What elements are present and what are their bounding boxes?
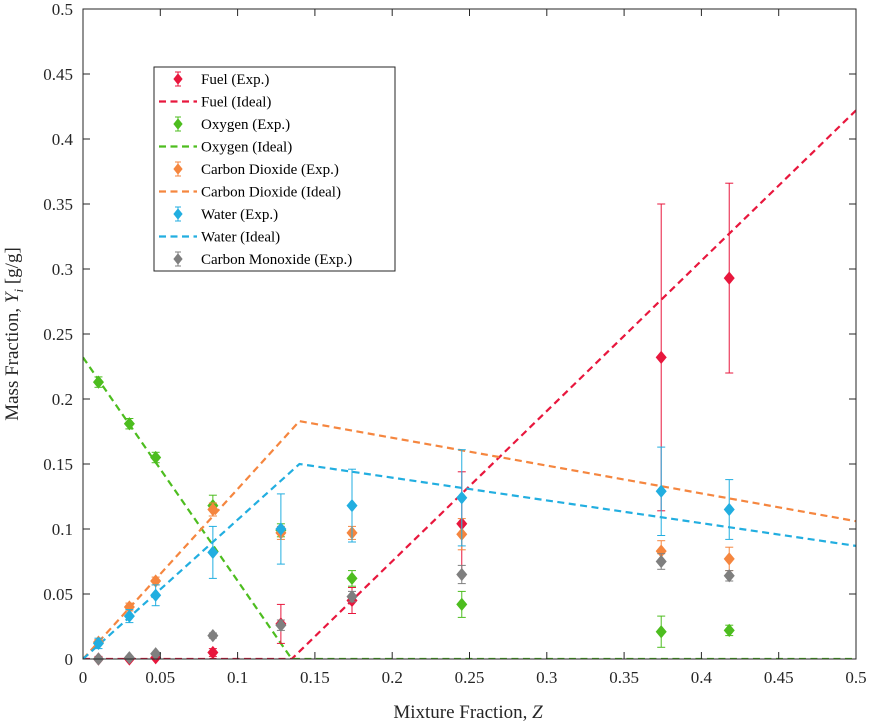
- data-point: [655, 484, 667, 498]
- data-point: [723, 502, 735, 517]
- x-tick-label: 0.5: [845, 668, 866, 687]
- legend-item: Oxygen (Ideal): [159, 140, 292, 156]
- legend-item: Water (Exp.): [173, 206, 278, 223]
- data-point: [150, 647, 162, 661]
- legend-label: Fuel (Exp.): [201, 72, 269, 88]
- series-line-5: [83, 419, 856, 659]
- data-point: [456, 567, 468, 582]
- legend-label: Water (Ideal): [201, 230, 280, 246]
- y-tick-label: 0.4: [52, 130, 74, 149]
- x-tick-label: 0.1: [227, 668, 248, 687]
- y-tick-label: 0.1: [52, 520, 73, 539]
- legend-label: Oxygen (Ideal): [201, 140, 292, 156]
- data-point: [92, 375, 104, 389]
- legend-label: Carbon Monoxide (Exp.): [201, 252, 352, 268]
- data-point: [655, 554, 667, 569]
- legend-item: Fuel (Exp.): [173, 71, 269, 88]
- x-tick-label: 0.05: [145, 668, 175, 687]
- data-point: [723, 552, 735, 566]
- legend-item: Water (Ideal): [159, 230, 280, 246]
- legend-marker: [173, 163, 183, 175]
- data-point: [207, 545, 219, 560]
- data-point: [275, 618, 287, 632]
- data-point: [150, 588, 162, 602]
- legend-label: Fuel (Ideal): [201, 95, 271, 111]
- y-tick-label: 0: [65, 650, 74, 669]
- legend-label: Water (Exp.): [201, 207, 278, 223]
- x-tick-label: 0.4: [691, 668, 713, 687]
- x-tick-label: 0.15: [300, 668, 330, 687]
- legend-item: Fuel (Ideal): [159, 95, 271, 111]
- data-point: [723, 271, 735, 285]
- data-point: [456, 597, 468, 612]
- data-point: [123, 651, 135, 665]
- legend-marker: [173, 253, 183, 265]
- y-tick-label: 0.45: [43, 65, 73, 84]
- x-tick-label: 0.25: [455, 668, 485, 687]
- y-tick-label: 0.3: [52, 260, 73, 279]
- series-group-4: [92, 502, 735, 649]
- legend-label: Carbon Dioxide (Ideal): [201, 185, 341, 201]
- data-point: [275, 522, 287, 536]
- x-tick-label: 0.45: [764, 668, 794, 687]
- x-tick-label: 0.3: [536, 668, 557, 687]
- legend: Fuel (Exp.) Fuel (Ideal) Oxygen (Exp.) Oxyg…: [153, 66, 396, 272]
- legend-item: Carbon Dioxide (Ideal): [159, 185, 341, 201]
- legend-item: Carbon Dioxide (Exp.): [173, 161, 339, 178]
- series-group-8: [92, 553, 735, 666]
- legend-marker: [173, 118, 183, 130]
- data-point: [723, 569, 735, 583]
- data-point: [207, 502, 219, 517]
- data-point: [346, 498, 358, 513]
- y-tick-label: 0.15: [43, 455, 73, 474]
- data-point: [346, 589, 358, 604]
- series-line-7: [83, 462, 856, 659]
- data-point: [456, 491, 468, 505]
- data-point: [123, 609, 135, 623]
- data-point: [655, 625, 667, 639]
- axes: 0 0.05 0.1 0.15 0.2 0.25 0.3 0.35 0.4 0.45 0.5 0 0.0…: [43, 0, 866, 687]
- x-tick-label: 0.35: [609, 668, 639, 687]
- legend-label: Oxygen (Exp.): [201, 117, 290, 133]
- data-point: [92, 636, 104, 651]
- legend-marker: [173, 73, 183, 85]
- data-point: [723, 623, 735, 638]
- legend-marker: [173, 208, 183, 220]
- y-tick-label: 0.35: [43, 195, 73, 214]
- series-group-6: [92, 446, 735, 651]
- y-axis-label: Mass Fraction, Yi [g/g]: [2, 247, 26, 421]
- series-line-3: [83, 356, 856, 659]
- plot-area: [83, 109, 856, 666]
- data-point: [150, 450, 162, 465]
- data-point: [123, 417, 135, 431]
- data-point: [655, 350, 667, 365]
- y-tick-label: 0.2: [52, 390, 73, 409]
- legend-label: Carbon Dioxide (Exp.): [201, 162, 339, 178]
- x-tick-label: 0.2: [382, 668, 403, 687]
- y-tick-label: 0.5: [52, 0, 73, 19]
- legend-item: Carbon Monoxide (Exp.): [173, 251, 352, 268]
- legend-item: Oxygen (Exp.): [173, 116, 290, 133]
- y-tick-label: 0.25: [43, 325, 73, 344]
- x-tick-label: 0: [79, 668, 88, 687]
- y-tick-label: 0.05: [43, 585, 73, 604]
- data-point: [207, 628, 219, 643]
- x-axis-label: Mixture Fraction, Z: [393, 702, 543, 723]
- data-point: [346, 571, 358, 586]
